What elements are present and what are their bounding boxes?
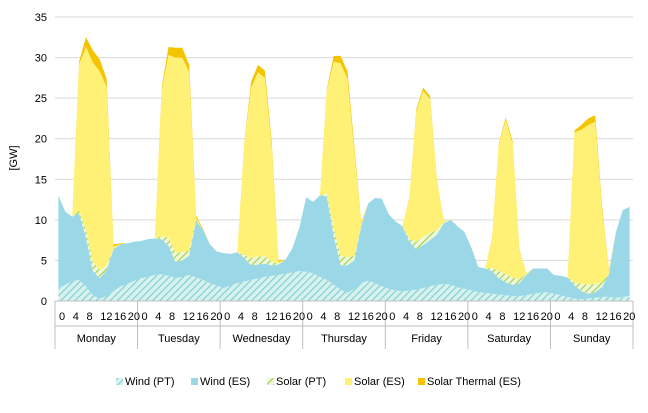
hour-tick-label: 8 <box>334 311 340 323</box>
hour-tick-label: 8 <box>417 311 423 323</box>
hour-tick-label: 8 <box>582 311 588 323</box>
hour-tick-label: 16 <box>362 311 374 323</box>
area-solar-es <box>58 47 630 285</box>
hour-tick-label: 12 <box>348 311 360 323</box>
hour-tick-label: 0 <box>472 311 478 323</box>
hour-tick-label: 12 <box>431 311 443 323</box>
hour-tick-label: 8 <box>499 311 505 323</box>
hour-tick-label: 0 <box>389 311 395 323</box>
hour-tick-label: 12 <box>265 311 277 323</box>
hour-tick-label: 4 <box>403 311 409 323</box>
day-labels: Monday Tuesday Wednesday Thursday Friday Satu… <box>77 333 611 345</box>
y-tick-label: 25 <box>35 93 47 105</box>
hour-tick-label: 0 <box>554 311 560 323</box>
legend-label: Solar (ES) <box>354 376 405 388</box>
day-label: Friday <box>411 333 442 345</box>
area-wind-es <box>58 195 630 300</box>
hour-tick-label: 12 <box>513 311 525 323</box>
hour-tick-label: 0 <box>307 311 313 323</box>
y-tick-label: 0 <box>41 296 47 308</box>
legend-swatch <box>267 378 274 385</box>
hour-tick-label: 0 <box>142 311 148 323</box>
hour-tick-label: 12 <box>183 311 195 323</box>
hour-tick-label: 16 <box>114 311 126 323</box>
legend-item: Wind (PT) <box>116 376 175 388</box>
hour-tick-label: 8 <box>86 311 92 323</box>
legend-swatch <box>116 378 123 385</box>
hour-tick-label: 8 <box>169 311 175 323</box>
day-label: Saturday <box>487 333 532 345</box>
y-tick-label: 30 <box>35 53 47 65</box>
legend-label: Solar Thermal (ES) <box>427 376 521 388</box>
hour-tick-label: 0 <box>224 311 230 323</box>
hour-tick-label: 4 <box>155 311 161 323</box>
axes <box>54 300 634 349</box>
day-label: Sunday <box>573 333 611 345</box>
area-solar-pt <box>58 193 630 294</box>
hour-tick-label: 16 <box>279 311 291 323</box>
legend-swatch <box>418 378 425 385</box>
legend-item: Solar (ES) <box>345 376 405 388</box>
y-tick-labels: 0 5 10 15 20 25 30 35 <box>35 12 47 308</box>
hour-tick-label: 16 <box>197 311 209 323</box>
hour-tick-label: 16 <box>444 311 456 323</box>
hour-tick-label: 20 <box>541 311 553 323</box>
legend-label: Solar (PT) <box>276 376 326 388</box>
hour-tick-label: 4 <box>73 311 79 323</box>
hour-tick-label: 4 <box>238 311 244 323</box>
hour-tick-label: 16 <box>609 311 621 323</box>
y-tick-label: 10 <box>35 215 47 227</box>
legend-swatch <box>345 378 352 385</box>
hour-tick-label: 20 <box>293 311 305 323</box>
legend-label: Wind (PT) <box>125 376 175 388</box>
legend-item: Solar (PT) <box>267 376 326 388</box>
hour-tick-label: 12 <box>100 311 112 323</box>
y-tick-label: 35 <box>35 12 47 24</box>
day-label: Wednesday <box>232 333 290 345</box>
hour-tick-label: 4 <box>486 311 492 323</box>
y-tick-label: 20 <box>35 134 47 146</box>
day-label: Tuesday <box>158 333 200 345</box>
day-label: Monday <box>77 333 117 345</box>
hour-tick-label: 20 <box>128 311 140 323</box>
y-tick-label: 5 <box>41 255 47 267</box>
legend-label: Wind (ES) <box>200 376 250 388</box>
hour-tick-label: 8 <box>252 311 258 323</box>
hour-tick-label: 20 <box>210 311 222 323</box>
hour-tick-label: 20 <box>458 311 470 323</box>
x-tick-labels: 0 4 8 12 16 20 0 4 8 12 16 20 0 4 8 12 16 20 0 4 8 12 16 20 0 4 8 1… <box>59 311 635 323</box>
hour-tick-label: 16 <box>527 311 539 323</box>
legend-item: Wind (ES) <box>191 376 250 388</box>
legend: Wind (PT) Wind (ES) Solar (PT) Solar (ES) So… <box>116 376 521 388</box>
y-axis-label: [GW] <box>8 145 20 170</box>
area-wind-pt <box>58 271 630 301</box>
legend-swatch <box>191 378 198 385</box>
day-label: Thursday <box>321 333 367 345</box>
hour-tick-label: 4 <box>568 311 574 323</box>
hour-tick-label: 4 <box>320 311 326 323</box>
legend-item: Solar Thermal (ES) <box>418 376 521 388</box>
y-tick-label: 15 <box>35 174 47 186</box>
hour-tick-label: 0 <box>59 311 65 323</box>
hour-tick-label: 20 <box>623 311 635 323</box>
hour-tick-label: 12 <box>596 311 608 323</box>
hour-tick-label: 20 <box>375 311 387 323</box>
series-areas <box>58 37 630 301</box>
